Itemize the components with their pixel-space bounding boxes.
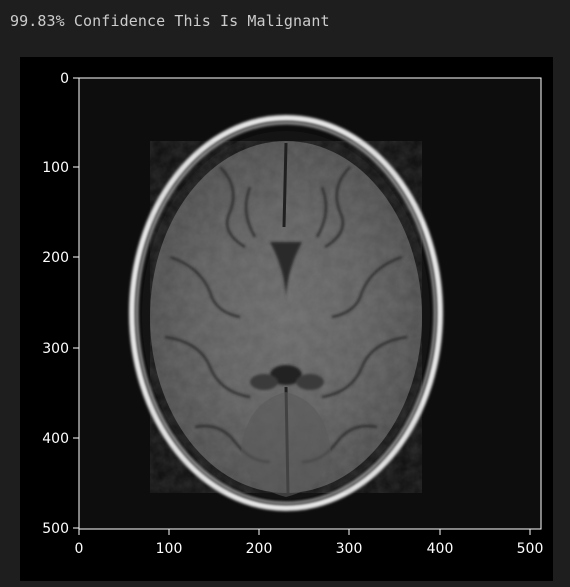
y-tick-label: 500 [42,521,69,537]
x-tick-label: 0 [75,541,84,557]
x-tick-label: 300 [336,541,363,557]
y-tick-label: 200 [42,250,69,266]
axes-frame [78,77,542,530]
prediction-output-text: 99.83% Confidence This Is Malignant [10,12,330,30]
mri-image [79,78,541,529]
y-axis [73,77,79,529]
x-tick-label: 400 [427,541,454,557]
y-tick-label: 400 [42,431,69,447]
y-tick-label: 0 [60,71,69,87]
y-tick-labels: 0 100 200 300 400 500 [42,71,69,537]
y-tick-label: 300 [42,341,69,357]
mri-plot: 0 100 200 300 400 500 0 100 200 300 400 … [42,71,544,557]
x-tick-label: 200 [246,541,273,557]
x-tick-label: 500 [517,541,544,557]
x-axis [78,529,531,535]
y-tick-label: 100 [42,160,69,176]
x-tick-label: 100 [156,541,183,557]
x-tick-labels: 0 100 200 300 400 500 [75,541,544,557]
mri-figure: 0 100 200 300 400 500 0 100 200 300 400 … [20,57,553,581]
